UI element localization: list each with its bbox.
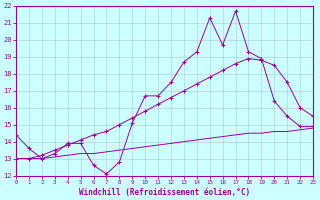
X-axis label: Windchill (Refroidissement éolien,°C): Windchill (Refroidissement éolien,°C) [79, 188, 250, 197]
